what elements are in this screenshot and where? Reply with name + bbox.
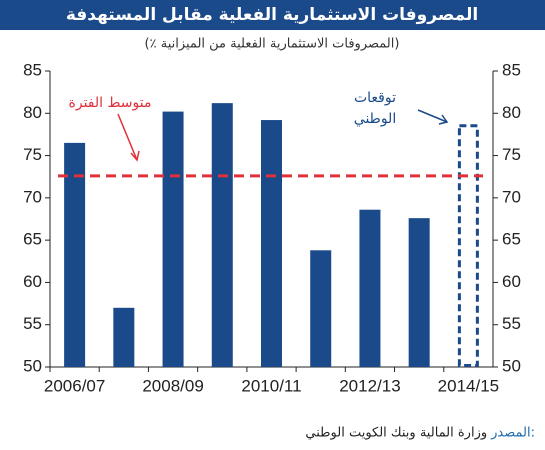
y-tick-label: 55 <box>23 314 42 333</box>
x-tick-label: 2006/07 <box>44 376 105 395</box>
x-tick-label: 2014/15 <box>438 376 499 395</box>
bar <box>310 250 332 367</box>
title-bar <box>0 0 545 30</box>
average-arrow <box>117 113 138 161</box>
average-label: متوسط الفترة <box>69 95 152 111</box>
source-label: المصدر: <box>490 426 535 441</box>
y-tick-label: 75 <box>23 145 42 164</box>
chart-subtitle: (٪ المصروفات الاستثمارية الفعلية من المي… <box>145 37 400 52</box>
chart-title: المصروفات الاستثمارية الفعلية مقابل المس… <box>66 5 478 25</box>
bar <box>359 209 381 367</box>
bar <box>408 218 430 367</box>
x-tick-label: 2010/11 <box>241 376 301 395</box>
y2-tick-label: 70 <box>502 187 521 206</box>
source: وزارة المالية وبنك الكويت الوطني <box>305 426 487 441</box>
y2-tick-label: 50 <box>502 356 521 375</box>
bar <box>162 111 184 367</box>
bar <box>113 307 135 367</box>
forecast-arrowhead <box>438 114 449 125</box>
bar <box>211 103 233 367</box>
y2-tick-label: 80 <box>502 103 521 122</box>
bar <box>261 120 282 368</box>
forecast-label: توقعات <box>354 90 396 106</box>
bar <box>64 142 86 367</box>
y2-tick-label: 60 <box>502 272 521 291</box>
y2-tick-label: 85 <box>502 60 521 79</box>
y-tick-label: 70 <box>23 187 42 206</box>
y-tick-label: 80 <box>23 103 42 122</box>
y-tick-label: 60 <box>23 272 42 291</box>
x-tick-label: 2008/09 <box>142 376 203 395</box>
y2-tick-label: 55 <box>502 314 521 333</box>
forecast-label: الوطني <box>354 111 396 127</box>
y2-tick-label: 65 <box>502 230 521 249</box>
y2-tick-label: 75 <box>502 145 521 164</box>
x-tick-label: 2012/13 <box>339 376 400 395</box>
average-arrowhead <box>130 150 140 162</box>
forecast-bar <box>457 124 479 367</box>
forecast-arrow <box>417 109 448 123</box>
y-tick-label: 85 <box>23 60 42 79</box>
y-tick-label: 65 <box>23 230 42 249</box>
y-tick-label: 50 <box>23 356 42 375</box>
